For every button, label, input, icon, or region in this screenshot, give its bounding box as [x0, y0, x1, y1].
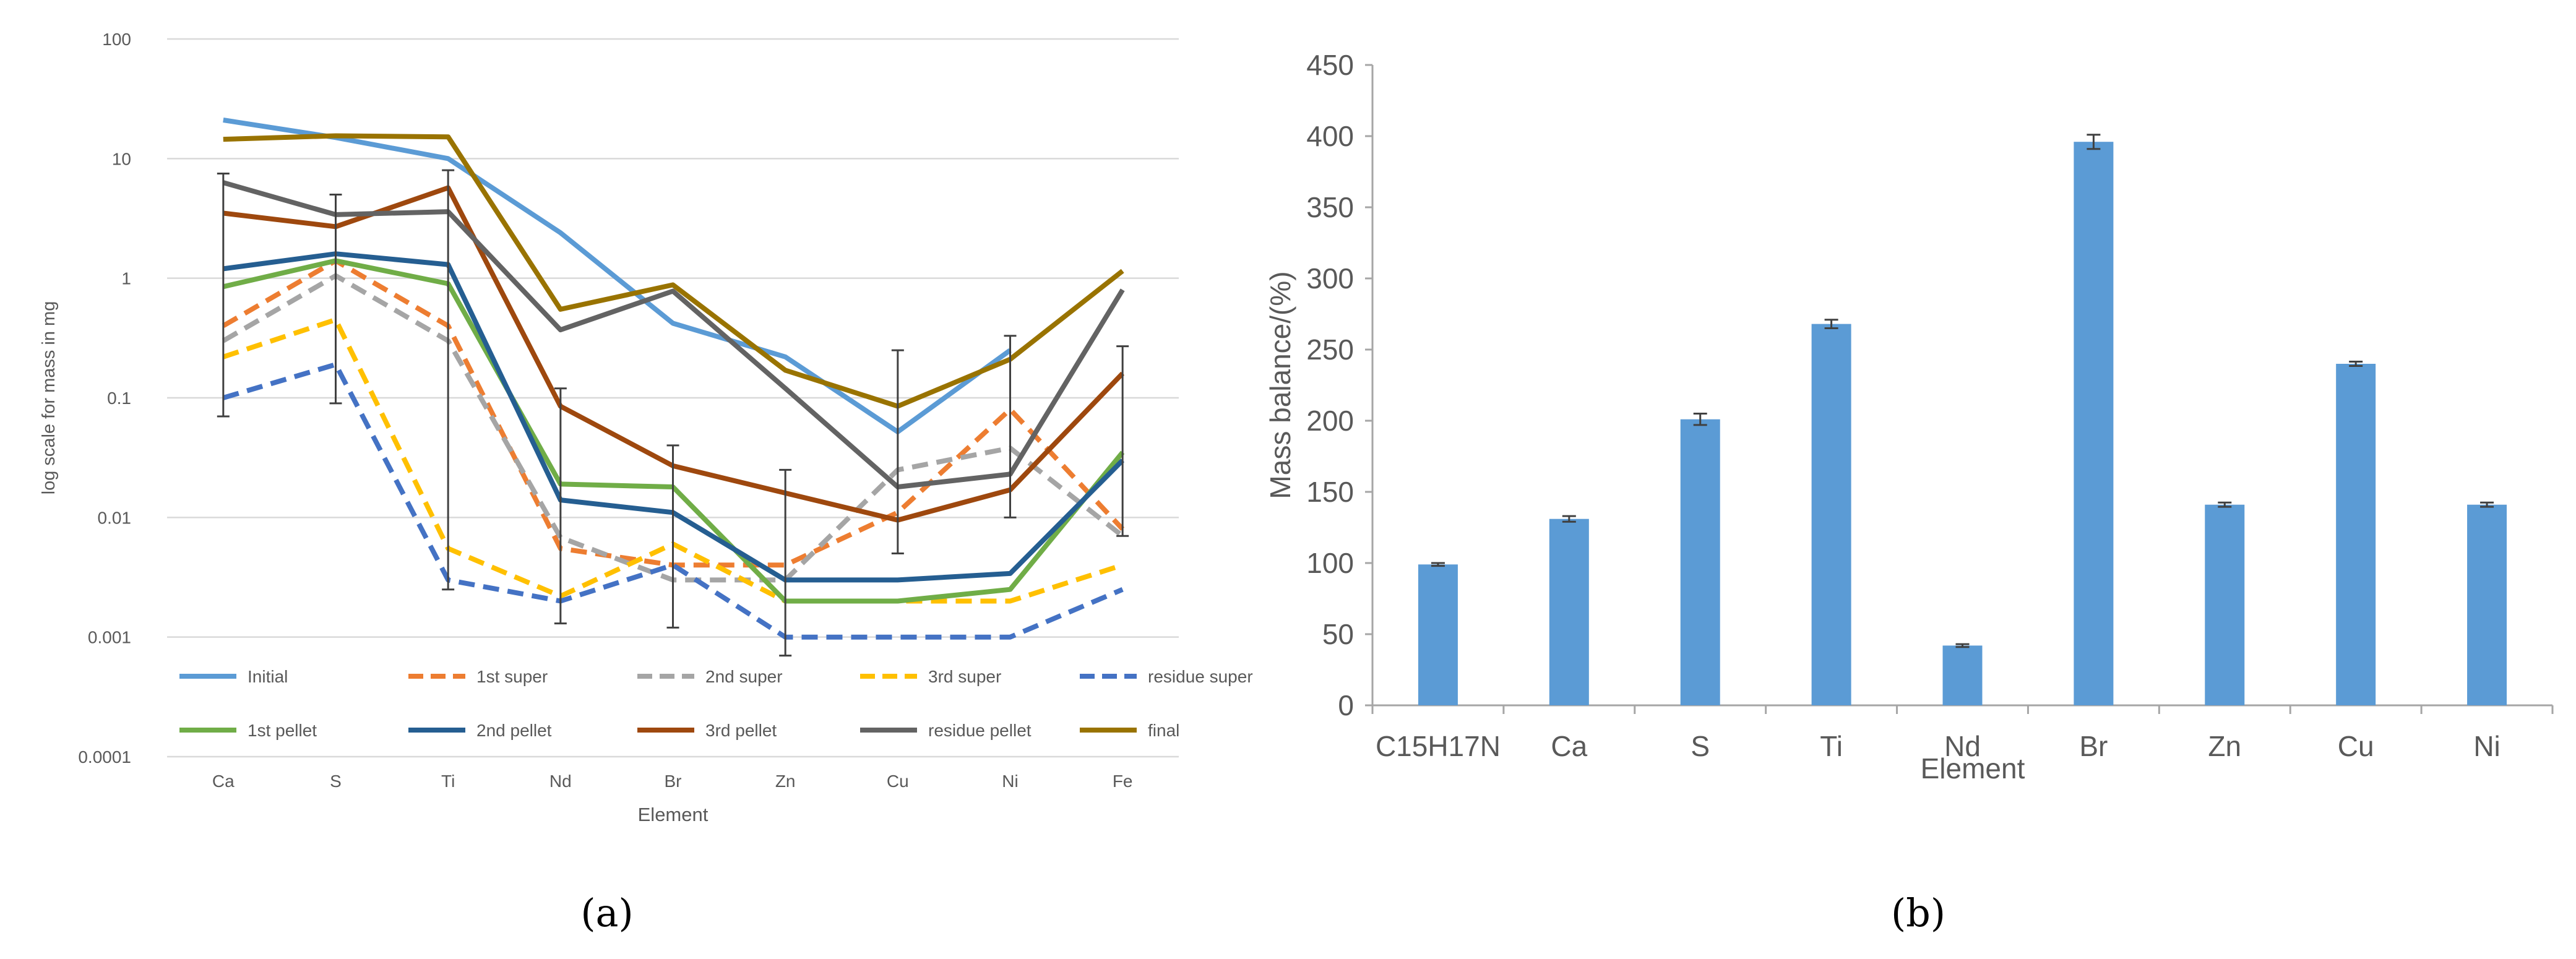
panel-label: (b) — [1891, 890, 1945, 935]
y-tick-label: 100 — [1306, 547, 1354, 579]
legend-label: 2nd pellet — [476, 721, 552, 740]
y-axis-title: log scale for mass in mg — [39, 301, 59, 495]
x-tick-label: Ca — [1551, 730, 1587, 762]
x-tick-label: S — [1691, 730, 1710, 762]
y-tick-label: 0.001 — [88, 628, 131, 647]
x-tick-label: S — [330, 772, 342, 791]
y-tick-label: 0.1 — [107, 389, 131, 408]
x-tick-label: Br — [2079, 730, 2108, 762]
series-line — [223, 118, 1012, 434]
series-line — [222, 362, 1124, 640]
legend-label: residue super — [1148, 667, 1253, 686]
bar — [1418, 564, 1458, 705]
y-tick-label: 200 — [1306, 405, 1354, 437]
legend-label: residue pellet — [928, 721, 1032, 740]
x-tick-label: Ca — [212, 772, 235, 791]
x-tick-label: Zn — [775, 772, 796, 791]
bar — [2205, 504, 2245, 705]
x-tick-label: Br — [665, 772, 682, 791]
x-tick-label: Nd — [549, 772, 572, 791]
legend-label: 2nd super — [705, 667, 783, 686]
x-axis-title: Element — [638, 804, 709, 825]
legend-label: 1st pellet — [248, 721, 317, 740]
series-line — [223, 133, 1124, 409]
line-chart-a: 0.0001 0.001 0.01 0.1 1 10 100 Ca S Ti Nd Br Zn Cu Ni F… — [39, 30, 1253, 935]
legend-label: final — [1148, 721, 1179, 740]
bar — [1680, 419, 1720, 705]
x-axis-title: Element — [1921, 752, 2025, 785]
x-tick-label: Fe — [1113, 772, 1133, 791]
y-tick-label: 1 — [121, 269, 131, 288]
bar — [1942, 645, 1983, 705]
y-tick-label: 50 — [1322, 618, 1354, 650]
y-tick-label: 250 — [1306, 333, 1354, 366]
series-line — [222, 180, 1125, 489]
legend-label: 3rd super — [928, 667, 1001, 686]
legend-label: 1st super — [476, 667, 548, 686]
bar — [2074, 142, 2114, 705]
y-tick-label: 150 — [1306, 476, 1354, 508]
x-tick-label: Zn — [2208, 730, 2241, 762]
x-tick-label: C15H17N — [1376, 730, 1501, 762]
bar — [1811, 324, 1851, 705]
x-tick-label: Cu — [2338, 730, 2374, 762]
x-tick-label: Cu — [887, 772, 909, 791]
y-tick-label: 0.0001 — [78, 747, 131, 767]
legend-label: 3rd pellet — [705, 721, 777, 740]
x-tick-label: Ti — [1820, 730, 1843, 762]
x-tick-label: Ni — [2473, 730, 2500, 762]
y-tick-label: 10 — [112, 149, 131, 168]
bar-chart-b: 0 50 100 150 200 250 300 350 400 450 C15H17N Ca S Ti N… — [1264, 49, 2554, 935]
bar — [2336, 364, 2376, 705]
x-tick-label: Ti — [441, 772, 455, 791]
y-axis-title: Mass balance/(%) — [1264, 271, 1296, 499]
y-tick-label: 350 — [1306, 191, 1354, 223]
y-tick-label: 0 — [1338, 689, 1354, 721]
x-tick-label: Nd — [1944, 730, 1981, 762]
y-tick-label: 100 — [102, 30, 131, 49]
y-tick-label: 400 — [1306, 120, 1354, 152]
bar — [2467, 504, 2507, 705]
y-tick-label: 450 — [1306, 49, 1354, 81]
y-tick-label: 0.01 — [98, 508, 132, 527]
panel-label: (a) — [580, 890, 633, 935]
legend-label: Initial — [248, 667, 288, 686]
y-tick-label: 300 — [1306, 262, 1354, 295]
bar — [1549, 518, 1589, 705]
x-tick-label: Ni — [1002, 772, 1018, 791]
